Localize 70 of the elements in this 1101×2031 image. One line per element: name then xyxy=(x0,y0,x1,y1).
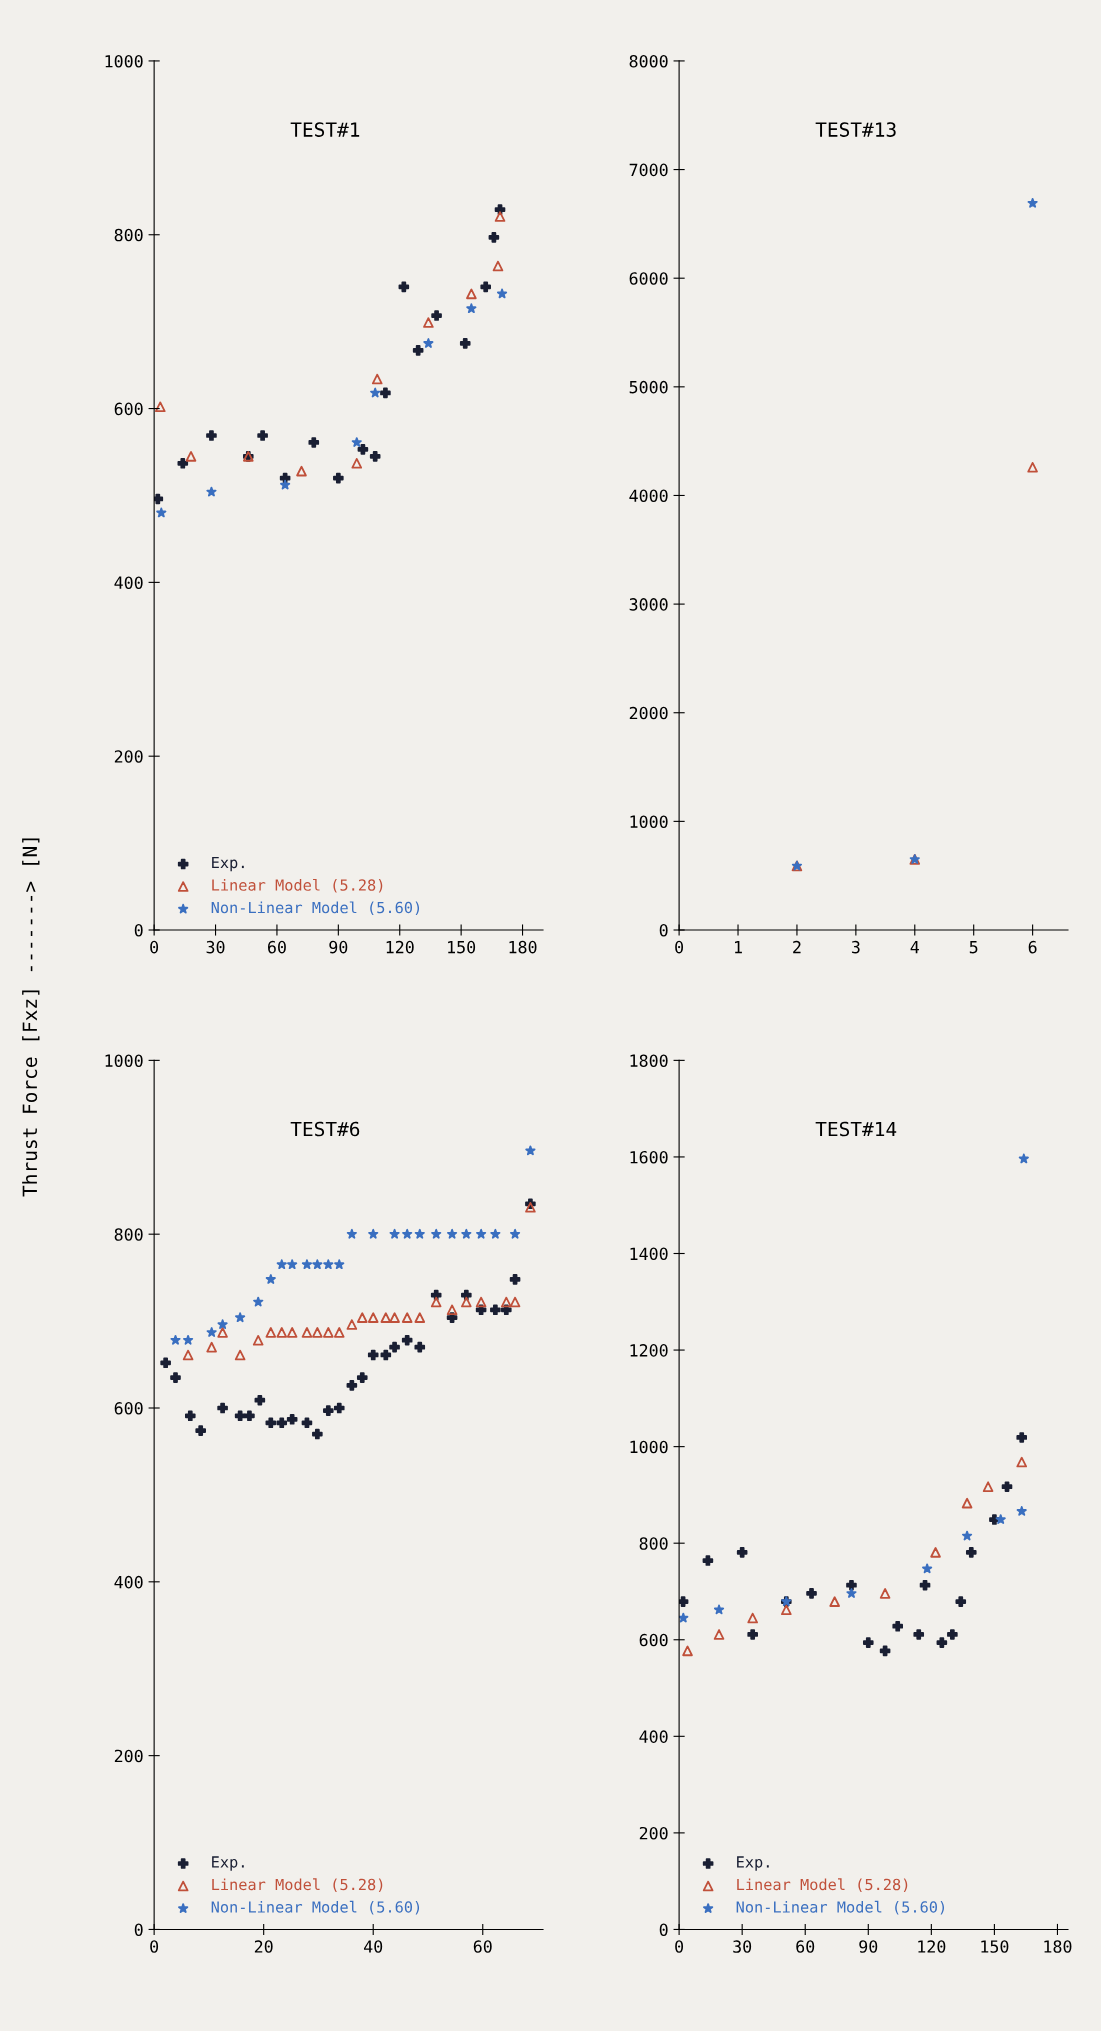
x-tick-label: 0 xyxy=(675,1940,684,1953)
x-tick-label: 2 xyxy=(793,940,801,954)
legend-label: Linear Model (5.28) xyxy=(212,1878,383,1893)
y-tick-label: 400 xyxy=(639,1730,668,1743)
y-tick-label: 0 xyxy=(134,924,143,937)
text: TEST#14 xyxy=(815,1121,897,1137)
x-tick-label: 60 xyxy=(473,1940,492,1953)
y-tick-label: 4000 xyxy=(629,489,668,503)
legend-label: Non-Linear Model (5.60) xyxy=(211,901,420,916)
y-tick-label: 800 xyxy=(114,1228,143,1241)
legend-label: Linear Model (5.28) xyxy=(737,1878,908,1893)
x-tick-label: 90 xyxy=(329,940,348,954)
y-tick-label: 0 xyxy=(134,1923,143,1937)
legend-label: Exp. xyxy=(212,1856,244,1871)
text: TEST#13 xyxy=(815,122,896,137)
y-tick-label: 5000 xyxy=(629,380,668,394)
y-tick-label: 400 xyxy=(114,576,143,589)
y-tick-label: 1600 xyxy=(630,1150,668,1164)
y-axis-title: Thrust Force [Fxz] -------> [N] xyxy=(22,838,40,1197)
y-tick-label: 7000 xyxy=(629,163,668,177)
y-tick-label: 1800 xyxy=(630,1054,668,1067)
legend-label: Linear Model (5.28) xyxy=(212,878,383,893)
y-tick-label: 3000 xyxy=(629,598,668,611)
x-tick-label: 0 xyxy=(150,940,159,954)
y-tick-label: 6000 xyxy=(629,272,668,285)
y-tick-label: 1000 xyxy=(105,1054,143,1067)
text: TEST#1 xyxy=(290,122,360,137)
x-tick-label: 40 xyxy=(364,1940,383,1953)
legend-label: Exp. xyxy=(212,856,244,872)
x-tick-label: 4 xyxy=(910,941,919,954)
x-tick-label: 180 xyxy=(509,940,537,954)
x-tick-label: 60 xyxy=(267,940,286,954)
y-tick-label: 1000 xyxy=(630,815,668,828)
y-tick-label: 600 xyxy=(639,1633,668,1647)
x-tick-label: 5 xyxy=(969,941,978,954)
y-tick-label: 600 xyxy=(114,402,143,416)
x-tick-label: 60 xyxy=(796,1940,815,1953)
x-tick-label: 6 xyxy=(1028,940,1037,954)
y-tick-label: 0 xyxy=(659,1923,668,1937)
y-tick-label: 200 xyxy=(639,1826,668,1840)
y-tick-label: 1000 xyxy=(105,54,143,68)
y-tick-label: 800 xyxy=(639,1537,668,1550)
x-tick-label: 150 xyxy=(448,940,476,954)
text: TEST#6 xyxy=(290,1121,360,1137)
x-tick-label: 30 xyxy=(733,1940,752,1953)
x-tick-label: 150 xyxy=(981,1940,1009,1953)
x-tick-label: 0 xyxy=(150,1940,159,1953)
x-tick-label: 90 xyxy=(859,1940,878,1953)
y-tick-label: 200 xyxy=(114,750,143,763)
x-tick-label: 0 xyxy=(675,940,684,954)
x-tick-label: 20 xyxy=(254,1940,273,1953)
x-tick-label: 30 xyxy=(206,940,225,954)
x-tick-label: 1 xyxy=(735,941,742,954)
y-tick-label: 2000 xyxy=(629,706,668,720)
y-tick-label: 1000 xyxy=(630,1440,668,1454)
legend-label: Exp. xyxy=(737,1856,769,1871)
x-tick-label: 180 xyxy=(1044,1940,1072,1953)
y-tick-label: 800 xyxy=(114,228,143,242)
y-tick-label: 1400 xyxy=(630,1247,668,1261)
y-tick-label: 8000 xyxy=(629,54,668,68)
y-tick-label: 200 xyxy=(114,1749,143,1763)
x-tick-label: 120 xyxy=(386,940,414,954)
y-tick-label: 0 xyxy=(659,924,668,937)
y-tick-label: 1200 xyxy=(630,1344,668,1357)
y-tick-label: 400 xyxy=(114,1575,143,1589)
x-tick-label: 3 xyxy=(851,940,860,954)
legend-label: Non-Linear Model (5.60) xyxy=(211,1900,420,1915)
y-tick-label: 600 xyxy=(114,1402,143,1415)
x-tick-label: 120 xyxy=(918,1940,946,1953)
legend-label: Non-Linear Model (5.60) xyxy=(736,1900,945,1915)
